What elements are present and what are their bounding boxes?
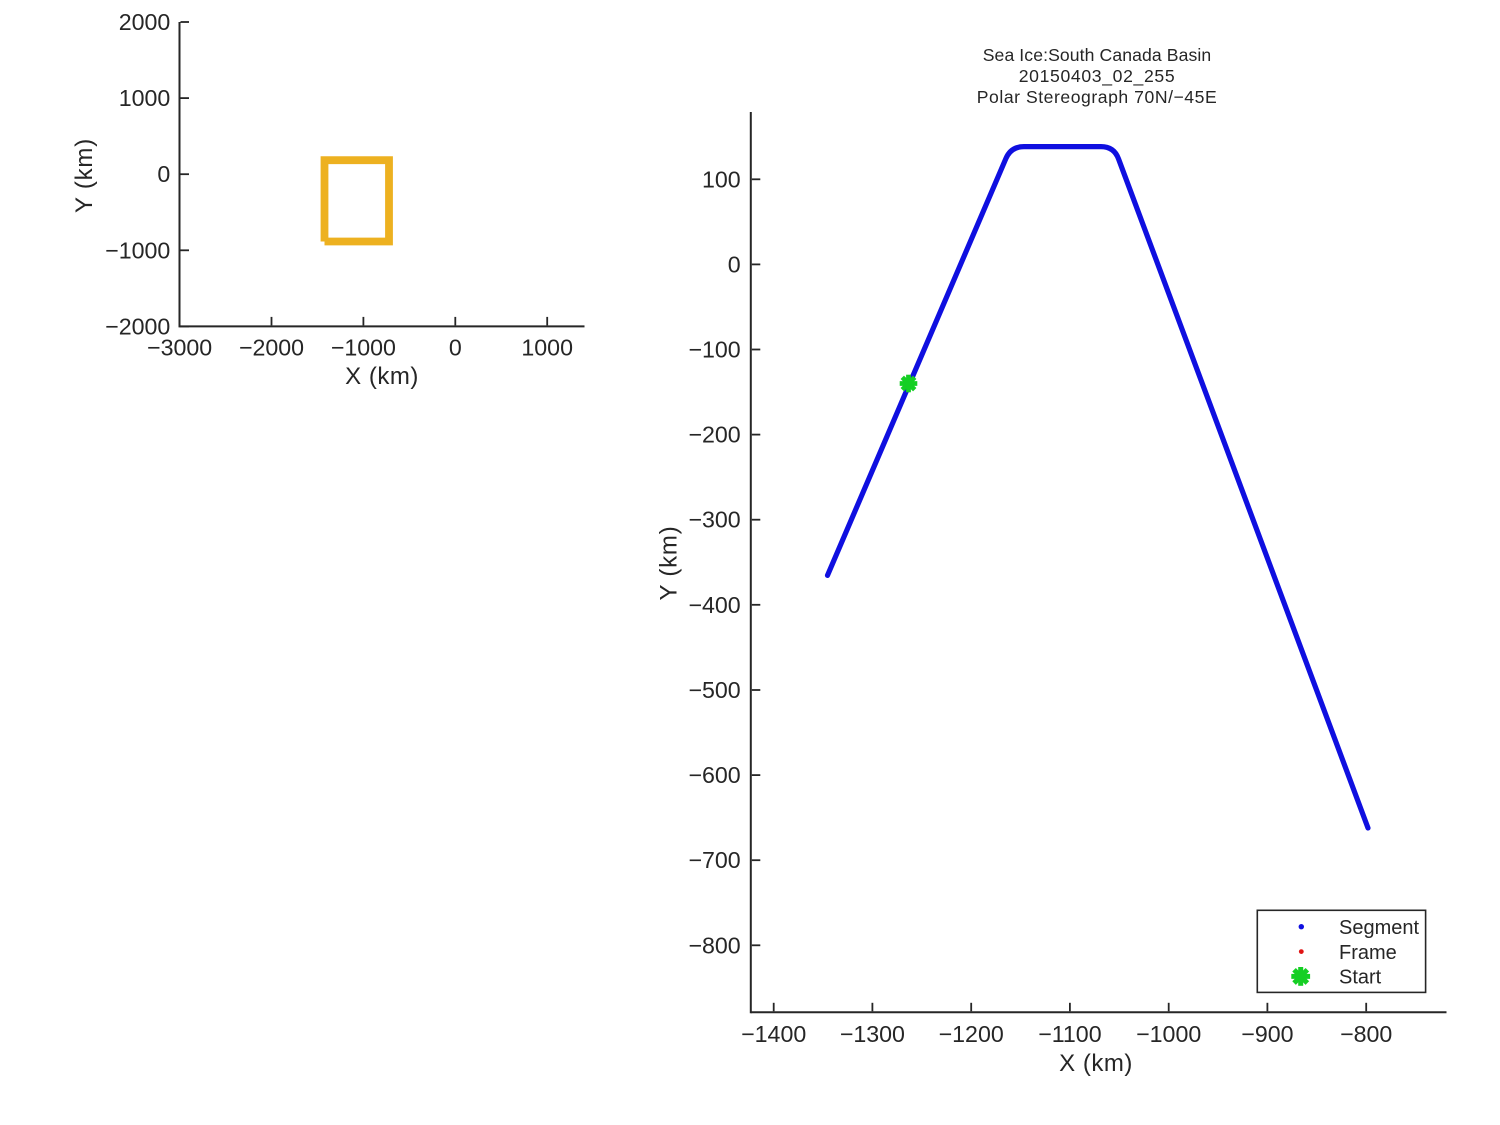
svg-text:−1200: −1200 bbox=[939, 1021, 1004, 1047]
svg-text:−200: −200 bbox=[688, 422, 740, 448]
svg-text:0: 0 bbox=[157, 161, 170, 187]
svg-text:X (km): X (km) bbox=[345, 363, 419, 390]
svg-text:Polar Stereograph 70N/−45E: Polar Stereograph 70N/−45E bbox=[977, 87, 1217, 107]
svg-text:−500: −500 bbox=[688, 677, 740, 703]
svg-text:−800: −800 bbox=[688, 932, 740, 958]
svg-text:2000: 2000 bbox=[119, 9, 171, 35]
svg-text:−1000: −1000 bbox=[105, 237, 170, 263]
svg-text:20150403_02_255: 20150403_02_255 bbox=[1019, 66, 1176, 87]
svg-text:−600: −600 bbox=[688, 762, 740, 788]
svg-text:X (km): X (km) bbox=[1059, 1050, 1133, 1077]
svg-text:Frame: Frame bbox=[1339, 942, 1397, 964]
svg-text:−400: −400 bbox=[688, 592, 740, 618]
svg-text:−1400: −1400 bbox=[741, 1021, 806, 1047]
svg-text:−1300: −1300 bbox=[840, 1021, 905, 1047]
svg-text:−2000: −2000 bbox=[239, 335, 304, 361]
svg-text:−1000: −1000 bbox=[1136, 1021, 1201, 1047]
svg-text:−300: −300 bbox=[688, 507, 740, 533]
svg-text:−2000: −2000 bbox=[105, 313, 170, 339]
svg-text:Segment: Segment bbox=[1339, 917, 1419, 939]
svg-text:0: 0 bbox=[449, 335, 462, 361]
svg-text:Y (km): Y (km) bbox=[656, 525, 683, 600]
svg-text:Sea Ice:South Canada Basin: Sea Ice:South Canada Basin bbox=[983, 45, 1212, 65]
svg-text:100: 100 bbox=[702, 166, 741, 192]
svg-text:Y (km): Y (km) bbox=[71, 138, 98, 213]
svg-text:0: 0 bbox=[728, 251, 741, 277]
svg-text:−100: −100 bbox=[688, 337, 740, 363]
svg-text:−1000: −1000 bbox=[331, 335, 396, 361]
svg-text:1000: 1000 bbox=[119, 85, 171, 111]
svg-text:−800: −800 bbox=[1340, 1021, 1392, 1047]
svg-text:−1100: −1100 bbox=[1038, 1021, 1101, 1047]
svg-text:1000: 1000 bbox=[521, 335, 573, 361]
svg-text:Start: Start bbox=[1339, 967, 1382, 989]
svg-text:−3000: −3000 bbox=[147, 335, 212, 361]
svg-text:−700: −700 bbox=[688, 847, 740, 873]
svg-text:−900: −900 bbox=[1241, 1021, 1293, 1047]
